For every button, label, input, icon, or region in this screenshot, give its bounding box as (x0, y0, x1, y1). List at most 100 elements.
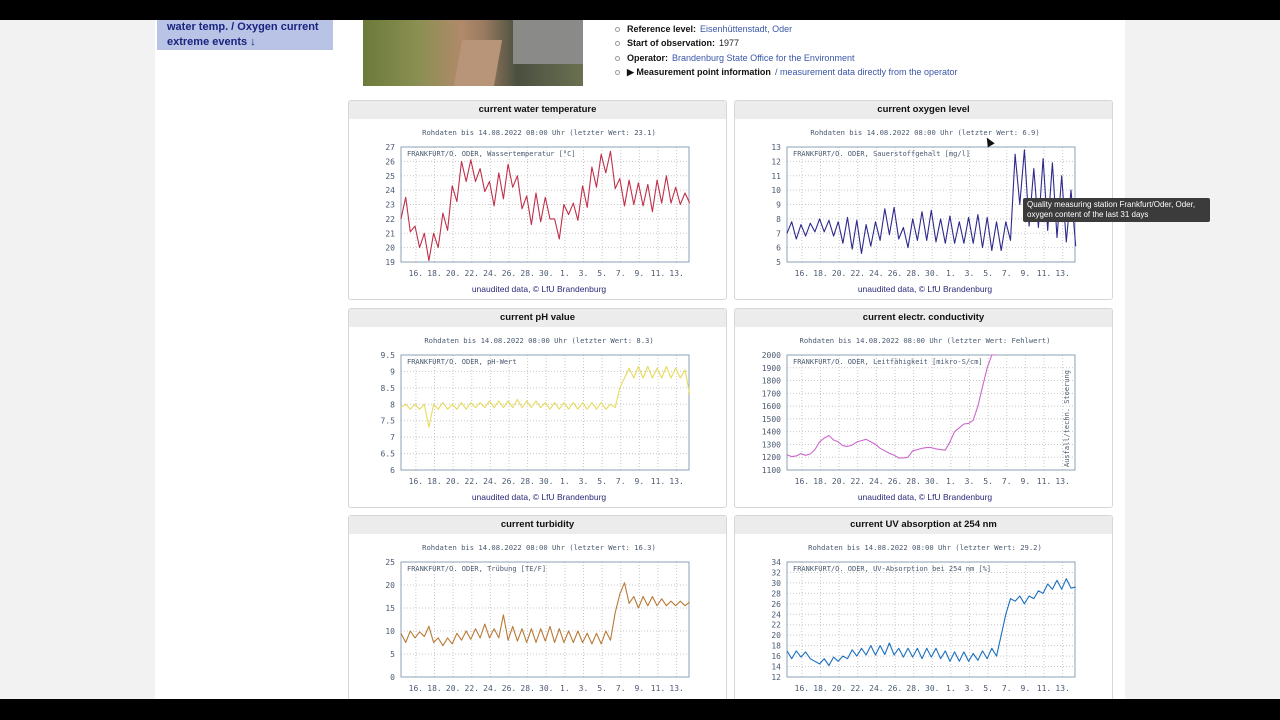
y-tick-label: 20 (771, 631, 781, 640)
chart-footer: unaudited data, © LfU Brandenburg (472, 492, 607, 502)
y-tick-label: 15 (385, 604, 395, 613)
info-start-of-observation: Start of observation: 1977 (615, 36, 958, 50)
x-tick-label: 11. (651, 684, 665, 693)
y-tick-label: 5 (776, 258, 781, 267)
x-tick-label: 11. (651, 477, 665, 486)
series-line (786, 578, 1076, 667)
series-line (400, 150, 691, 262)
x-tick-label: 18. (813, 269, 827, 278)
plot-frame (786, 354, 1076, 471)
y-tick-label: 0 (390, 673, 395, 682)
operator-data-link[interactable]: / measurement data directly from the ope… (774, 66, 958, 77)
x-tick-label: 28. (520, 477, 534, 486)
info-reference-level: Reference level: Eisenhüttenstadt, Oder (615, 22, 958, 36)
series-line (400, 365, 691, 428)
chart-water-temperature[interactable]: Rohdaten bis 14.08.2022 08:00 Uhr (letzt… (349, 119, 727, 300)
chart-subtitle: Rohdaten bis 14.08.2022 08:00 Uhr (letzt… (808, 543, 1042, 552)
series-label: FRANKFURT/O. ODER, Sauerstoffgehalt [mg/… (793, 150, 970, 158)
x-tick-label: 26. (502, 269, 516, 278)
x-tick-label: 3. (579, 477, 589, 486)
chart-uv-absorption[interactable]: Rohdaten bis 14.08.2022 08:00 Uhr (letzt… (735, 534, 1113, 699)
chart-card-water-temperature: current water temperature Rohdaten bis 14… (348, 100, 727, 300)
info-label: Operator: (627, 52, 669, 63)
x-tick-label: 13. (1055, 684, 1069, 693)
plot-frame (400, 561, 690, 678)
y-tick-label: 16 (771, 652, 781, 661)
station-photo (363, 20, 583, 86)
x-tick-label: 5. (983, 269, 993, 278)
chart-card-conductivity: current electr. conductivity Rohdaten bis… (734, 308, 1113, 508)
x-tick-label: 22. (851, 477, 865, 486)
y-tick-label: 12 (771, 673, 781, 682)
plot-frame (400, 146, 690, 263)
tooltip-line1: Quality measuring station Frankfurt/Oder… (1027, 200, 1196, 209)
x-tick-label: 30. (925, 477, 939, 486)
x-tick-label: 16. (795, 477, 809, 486)
y-tick-label: 18 (771, 642, 781, 651)
x-tick-label: 1. (560, 269, 570, 278)
x-tick-label: 3. (579, 269, 589, 278)
y-tick-label: 20 (385, 244, 395, 253)
y-tick-label: 10 (385, 627, 395, 636)
y-tick-label: 22 (771, 621, 781, 630)
y-tick-label: 9 (776, 201, 781, 210)
y-tick-label: 7.5 (381, 417, 396, 426)
y-tick-label: 6 (390, 466, 395, 475)
x-tick-label: 28. (906, 269, 920, 278)
y-tick-label: 26 (771, 600, 781, 609)
x-tick-label: 24. (869, 269, 883, 278)
x-tick-label: 26. (502, 477, 516, 486)
series-line (400, 582, 691, 647)
y-tick-label: 24 (771, 610, 781, 619)
x-tick-label: 18. (427, 269, 441, 278)
info-operator: Operator: Brandenburg State Office for th… (615, 51, 958, 65)
operator-link[interactable]: Brandenburg State Office for the Environ… (672, 52, 855, 63)
chart-subtitle: Rohdaten bis 14.08.2022 08:00 Uhr (letzt… (424, 336, 653, 345)
x-tick-label: 16. (795, 684, 809, 693)
x-tick-label: 7. (616, 269, 626, 278)
x-tick-label: 22. (851, 684, 865, 693)
x-tick-label: 22. (465, 684, 479, 693)
x-tick-label: 18. (427, 477, 441, 486)
y-tick-label: 5 (390, 650, 395, 659)
sidebar-link-line1[interactable]: water temp. / Oxygen current (167, 21, 319, 33)
x-tick-label: 13. (669, 477, 683, 486)
reference-level-link[interactable]: Eisenhüttenstadt, Oder (700, 24, 793, 34)
y-tick-label: 8.5 (381, 384, 396, 393)
card-title: current UV absorption at 254 nm (735, 516, 1112, 534)
chart-turbidity[interactable]: Rohdaten bis 14.08.2022 08:00 Uhr (letzt… (349, 534, 727, 699)
x-tick-label: 13. (1055, 477, 1069, 486)
x-tick-label: 30. (925, 684, 939, 693)
y-tick-label: 9 (390, 367, 395, 376)
x-tick-label: 18. (427, 684, 441, 693)
x-tick-label: 16. (409, 269, 423, 278)
series-label: FRANKFURT/O. ODER, UV-Absorption bei 254… (793, 565, 991, 573)
sidebar-link-extreme-events[interactable]: water temp. / Oxygen current extreme eve… (157, 20, 333, 50)
x-tick-label: 3. (965, 269, 975, 278)
y-tick-label: 2000 (762, 351, 781, 360)
station-info-list: Reference level: Eisenhüttenstadt, Oder S… (615, 22, 958, 79)
chart-conductivity[interactable]: Rohdaten bis 14.08.2022 08:00 Uhr (letzt… (735, 327, 1113, 508)
plot-frame (786, 561, 1076, 678)
x-tick-label: 20. (446, 477, 460, 486)
info-value: 1977 (719, 38, 740, 49)
x-tick-label: 11. (1037, 477, 1051, 486)
card-title: current turbidity (349, 516, 726, 534)
sidebar-link-line2[interactable]: extreme events ↓ (167, 36, 256, 48)
info-label: Reference level: (627, 24, 697, 34)
y-tick-label: 25 (385, 172, 395, 181)
x-tick-label: 22. (851, 269, 865, 278)
series-label: FRANKFURT/O. ODER, pH-Wert (407, 358, 517, 366)
x-tick-label: 24. (483, 684, 497, 693)
y-tick-label: 34 (771, 558, 781, 567)
y-tick-label: 20 (385, 581, 395, 590)
measurement-point-toggle[interactable]: ▶ Measurement point information (627, 66, 771, 77)
chart-ph-value[interactable]: Rohdaten bis 14.08.2022 08:00 Uhr (letzt… (349, 327, 727, 508)
series-label: FRANKFURT/O. ODER, Wassertemperatur [°C] (407, 150, 576, 158)
y-tick-label: 6 (776, 244, 781, 253)
x-tick-label: 26. (888, 477, 902, 486)
chart-subtitle: Rohdaten bis 14.08.2022 08:00 Uhr (letzt… (422, 543, 656, 552)
chart-footer: unaudited data, © LfU Brandenburg (472, 284, 607, 294)
x-tick-label: 11. (1037, 684, 1051, 693)
y-tick-label: 9.5 (381, 351, 396, 360)
